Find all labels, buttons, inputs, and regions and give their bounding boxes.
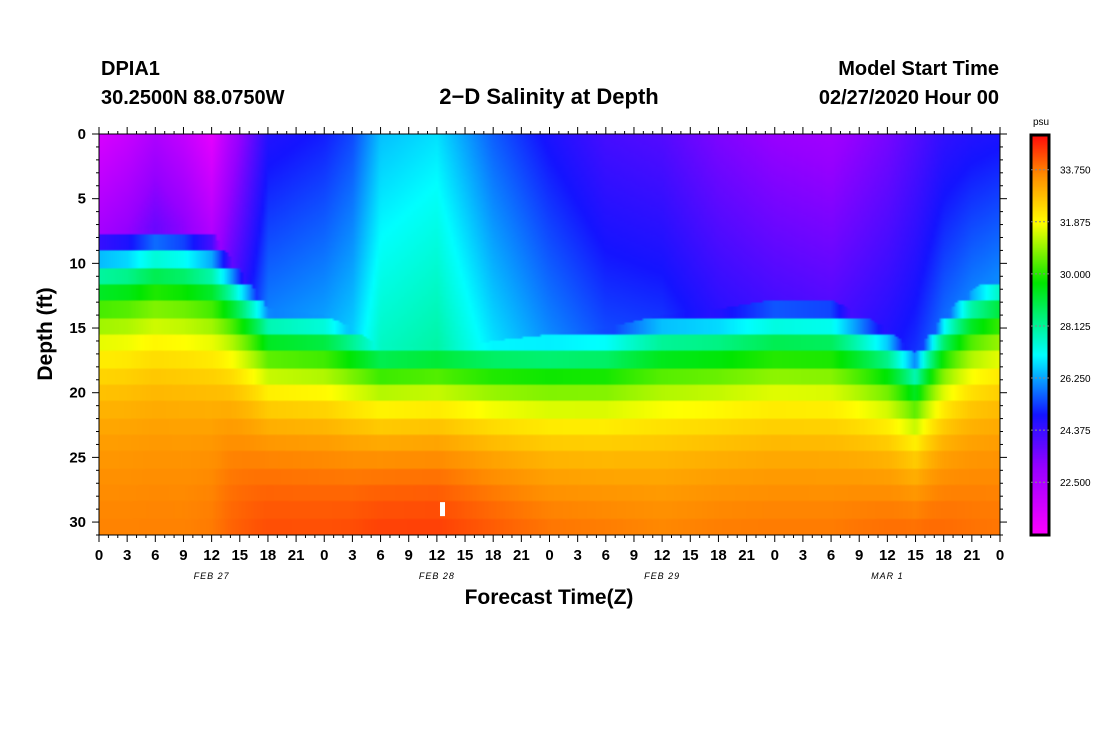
x-tick-label: 15 [457, 547, 474, 564]
x-tick-label: 21 [288, 547, 305, 564]
x-tick-label: 3 [348, 547, 356, 564]
colorbar-tick-label: 24.375 [1060, 426, 1091, 437]
x-tick-label: 18 [710, 547, 727, 564]
model-start-value: 02/27/2020 Hour 00 [819, 87, 999, 109]
x-tick-label: 12 [203, 547, 220, 564]
colorbar-tick-label: 22.500 [1060, 478, 1091, 489]
x-tick-label: 9 [630, 547, 638, 564]
x-tick-label: 0 [320, 547, 328, 564]
x-tick-label: 6 [602, 547, 610, 564]
y-tick-label: 25 [69, 449, 86, 466]
x-tick-label: 12 [654, 547, 671, 564]
y-tick-label: 0 [78, 126, 86, 143]
x-tick-label: 15 [682, 547, 699, 564]
x-tick-label: 9 [855, 547, 863, 564]
x-tick-label: 3 [573, 547, 581, 564]
station-location: 30.2500N 88.0750W [101, 87, 285, 109]
x-axis: 0 3 6 9 12 15 18 21 0 3 6 9 12 15 18 21 0 3 6 9 12 15 18 21 0 3 6 9… [95, 127, 1004, 564]
x-tick-label: 21 [513, 547, 530, 564]
x-tick-label: 9 [405, 547, 413, 564]
chart-title: 2−D Salinity at Depth [439, 84, 658, 109]
y-tick-label: 30 [69, 514, 86, 531]
x-tick-label: 0 [771, 547, 779, 564]
x-tick-label: 3 [123, 547, 131, 564]
x-tick-label: 0 [95, 547, 103, 564]
x-tick-label: 12 [879, 547, 896, 564]
model-start-label: Model Start Time [838, 58, 999, 80]
date-label: FEB 27 [194, 571, 230, 581]
colorbar [1031, 135, 1049, 535]
colorbar-ticks: 33.750 31.875 30.000 28.125 26.250 24.375 22.5… [1031, 166, 1091, 489]
x-tick-label: 18 [260, 547, 277, 564]
x-axis-label: Forecast Time(Z) [465, 586, 634, 609]
colorbar-frame [1029, 133, 1051, 537]
station-id: DPIA1 [101, 58, 160, 80]
date-labels: FEB 27 FEB 28 FEB 29 MAR 1 [194, 571, 904, 581]
colorbar-tick-label: 30.000 [1060, 270, 1091, 281]
y-tick-label: 20 [69, 385, 86, 402]
colorbar-unit: psu [1033, 117, 1049, 128]
x-tick-label: 9 [179, 547, 187, 564]
x-tick-label: 6 [827, 547, 835, 564]
x-tick-label: 0 [996, 547, 1004, 564]
date-label: FEB 29 [644, 571, 680, 581]
x-tick-label: 21 [738, 547, 755, 564]
colorbar-tick-label: 28.125 [1060, 322, 1091, 333]
x-tick-label: 18 [935, 547, 952, 564]
y-tick-label: 10 [69, 255, 86, 272]
colorbar-tick-label: 26.250 [1060, 374, 1091, 385]
colorbar-tick-label: 31.875 [1060, 218, 1091, 229]
x-tick-label: 3 [799, 547, 807, 564]
x-tick-label: 15 [907, 547, 924, 564]
data-marker [440, 502, 446, 517]
x-tick-label: 6 [151, 547, 159, 564]
x-tick-label: 6 [376, 547, 384, 564]
x-tick-label: 21 [964, 547, 981, 564]
x-tick-label: 12 [429, 547, 446, 564]
y-axis-label: Depth (ft) [34, 287, 57, 380]
date-label: FEB 28 [419, 571, 455, 581]
y-tick-label: 5 [78, 191, 86, 208]
x-tick-label: 15 [231, 547, 248, 564]
salinity-heatmap [99, 134, 1000, 535]
y-tick-label: 15 [69, 320, 86, 337]
x-tick-label: 0 [545, 547, 553, 564]
x-tick-label: 18 [485, 547, 502, 564]
date-label: MAR 1 [871, 571, 904, 581]
colorbar-tick-label: 33.750 [1060, 166, 1091, 177]
y-axis: 0 5 10 15 20 25 30 [69, 126, 1007, 536]
